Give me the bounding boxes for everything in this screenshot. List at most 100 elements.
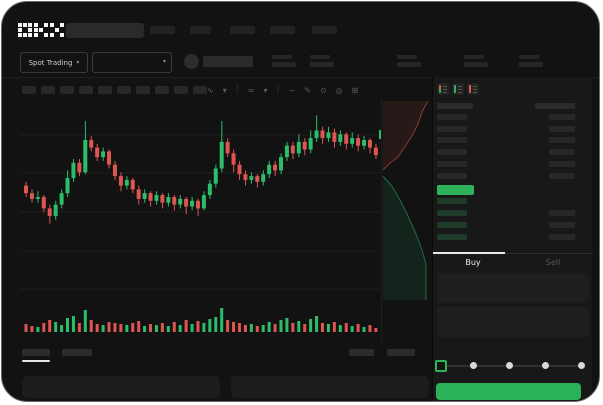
volume-bar	[249, 324, 253, 332]
toolbar-divider: |	[276, 85, 280, 95]
candle	[142, 193, 147, 199]
bottom-tab-right-1[interactable]	[349, 349, 374, 356]
bid-row-price[interactable]	[437, 210, 467, 216]
ask-row-amount	[549, 160, 575, 167]
bottom-panel-left	[22, 376, 220, 398]
candle	[225, 141, 230, 154]
chart-tool-icon[interactable]: ▾	[222, 85, 227, 95]
bid-row-price[interactable]	[437, 198, 467, 204]
candle	[195, 200, 200, 209]
slider-stop-50[interactable]	[506, 362, 513, 369]
nav-item-2[interactable]	[190, 26, 211, 34]
ask-row-price[interactable]	[437, 137, 467, 144]
candle	[71, 162, 76, 178]
search-input[interactable]	[66, 23, 144, 38]
chart-tool-icon[interactable]: ≈	[247, 85, 255, 95]
nav-item-5[interactable]	[312, 26, 337, 34]
orderbook-view-bids-icon[interactable]	[452, 83, 464, 95]
slider-stop-25[interactable]	[470, 362, 477, 369]
bid-row-price[interactable]	[437, 222, 467, 228]
ask-row-price[interactable]	[437, 160, 467, 167]
price-tick	[379, 130, 381, 139]
candle	[296, 141, 301, 154]
candle	[302, 141, 307, 150]
timeframe-button-8[interactable]	[155, 86, 169, 94]
slider-stop-100[interactable]	[578, 362, 585, 369]
volume-bar	[303, 324, 307, 332]
volume-bar	[89, 320, 93, 332]
okx-logo[interactable]	[18, 23, 64, 38]
slider-stop-75[interactable]	[542, 362, 549, 369]
nav-item-4[interactable]	[270, 26, 295, 34]
candlestick-chart[interactable]	[2, 97, 432, 342]
orderbook-view-asks-icon[interactable]	[467, 83, 479, 95]
depth-bid-area	[383, 176, 426, 300]
candle	[261, 174, 266, 182]
pair-selector[interactable]: ▾	[92, 52, 172, 73]
ask-row-price[interactable]	[437, 125, 467, 132]
volume-bar	[60, 325, 64, 332]
market-stat-5	[519, 55, 543, 67]
timeframe-button-10[interactable]	[193, 86, 207, 94]
volume-bar	[184, 320, 188, 332]
volume-bar	[237, 323, 241, 332]
volume-bar	[326, 324, 330, 332]
chart-tool-icon[interactable]: ⊞	[351, 85, 359, 95]
timeframe-button-6[interactable]	[117, 86, 131, 94]
chart-tool-icon[interactable]: ⊙	[319, 85, 327, 95]
bottom-tab-2[interactable]	[62, 349, 92, 356]
chart-tool-icon[interactable]: ✎	[304, 85, 311, 95]
tab-buy[interactable]: Buy	[465, 258, 481, 267]
volume-bar	[113, 323, 117, 332]
volume-bar	[255, 326, 259, 332]
price-input[interactable]	[437, 273, 589, 303]
slider-handle[interactable]	[435, 360, 447, 372]
market-stat-2	[310, 55, 334, 67]
candle	[267, 164, 272, 175]
candle	[231, 153, 236, 165]
ask-row-price[interactable]	[437, 149, 467, 156]
market-type-selector[interactable]: Spot Trading ▾	[20, 52, 88, 73]
orderbook-view-combined-icon[interactable]	[437, 83, 449, 95]
toolbar-divider: |	[235, 85, 239, 95]
volume-bar	[243, 325, 247, 332]
candle	[356, 138, 361, 146]
volume-bar	[154, 325, 158, 332]
volume-bar	[315, 316, 319, 332]
ask-row-price[interactable]	[437, 114, 467, 120]
chart-tool-icon[interactable]: ~	[288, 85, 296, 95]
buy-tab-indicator	[433, 252, 505, 254]
order-book-panel: Buy Sell	[432, 77, 593, 401]
bid-row-price[interactable]	[437, 234, 467, 240]
chart-tool-icon[interactable]: ∿	[207, 85, 214, 95]
chart-tool-icon[interactable]: ▾	[263, 85, 268, 95]
timeframe-button-4[interactable]	[79, 86, 93, 94]
bottom-tab-right-2[interactable]	[387, 349, 415, 356]
volume-bar	[309, 319, 313, 332]
depth-bid-line	[382, 175, 427, 300]
depth-ask-area	[383, 101, 428, 170]
volume-bar	[83, 310, 87, 332]
nav-item-3[interactable]	[230, 26, 255, 34]
candle	[350, 138, 355, 144]
bid-row-amount	[549, 222, 575, 228]
amount-input[interactable]	[437, 307, 589, 337]
candle	[24, 185, 28, 194]
candle	[154, 195, 159, 201]
timeframe-button-5[interactable]	[98, 86, 112, 94]
nav-item-1[interactable]	[150, 26, 175, 34]
volume-bar	[190, 324, 194, 332]
timeframe-button-1[interactable]	[22, 86, 36, 94]
candle	[172, 197, 177, 205]
timeframe-button-2[interactable]	[41, 86, 55, 94]
candle	[83, 140, 88, 173]
timeframe-button-7[interactable]	[136, 86, 150, 94]
bottom-tab-1[interactable]	[22, 349, 50, 356]
timeframe-button-9[interactable]	[174, 86, 188, 94]
ask-row-price[interactable]	[437, 172, 467, 179]
tab-sell[interactable]: Sell	[545, 258, 561, 267]
buy-submit-button[interactable]	[436, 383, 581, 400]
chart-tool-icon[interactable]: ◎	[335, 85, 343, 95]
timeframe-button-3[interactable]	[60, 86, 74, 94]
